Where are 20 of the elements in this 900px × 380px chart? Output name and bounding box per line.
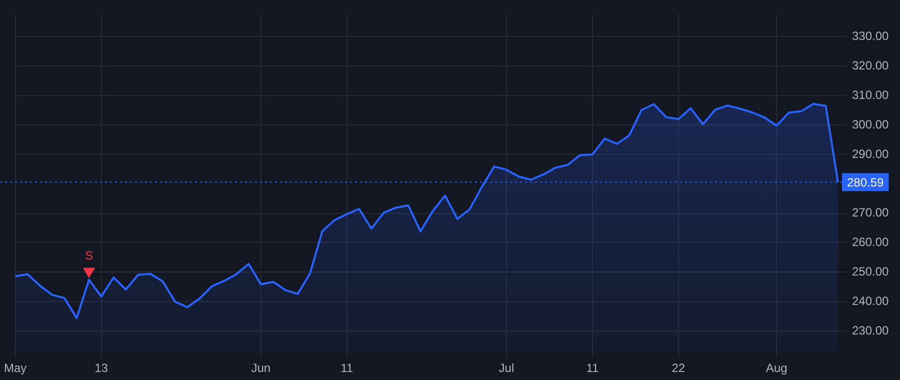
series-label: S — [85, 248, 94, 263]
x-tick-label: 11 — [340, 361, 354, 376]
y-tick-label: 330.00 — [852, 29, 890, 44]
y-tick-label: 320.00 — [852, 58, 890, 72]
x-tick-label: 11 — [586, 361, 599, 376]
y-tick-label: 270.00 — [852, 206, 890, 220]
x-tick-label: 22 — [672, 361, 686, 376]
x-tick-label: 13 — [94, 361, 108, 376]
y-tick-label: 230.00 — [852, 323, 890, 338]
x-tick-label: Jul — [498, 361, 514, 376]
ref-line-label: 280.59 — [847, 175, 884, 190]
y-tick-label: 250.00 — [852, 264, 890, 278]
x-tick-label: Jun — [251, 361, 271, 376]
y-tick-label: 290.00 — [852, 146, 890, 161]
x-tick-label: May — [4, 361, 27, 376]
y-tick-label: 300.00 — [852, 117, 890, 132]
y-tick-label: 310.00 — [852, 88, 890, 102]
x-tick-label: Aug — [766, 361, 788, 376]
y-tick-label: 260.00 — [852, 235, 890, 250]
y-tick-label: 240.00 — [852, 294, 890, 308]
